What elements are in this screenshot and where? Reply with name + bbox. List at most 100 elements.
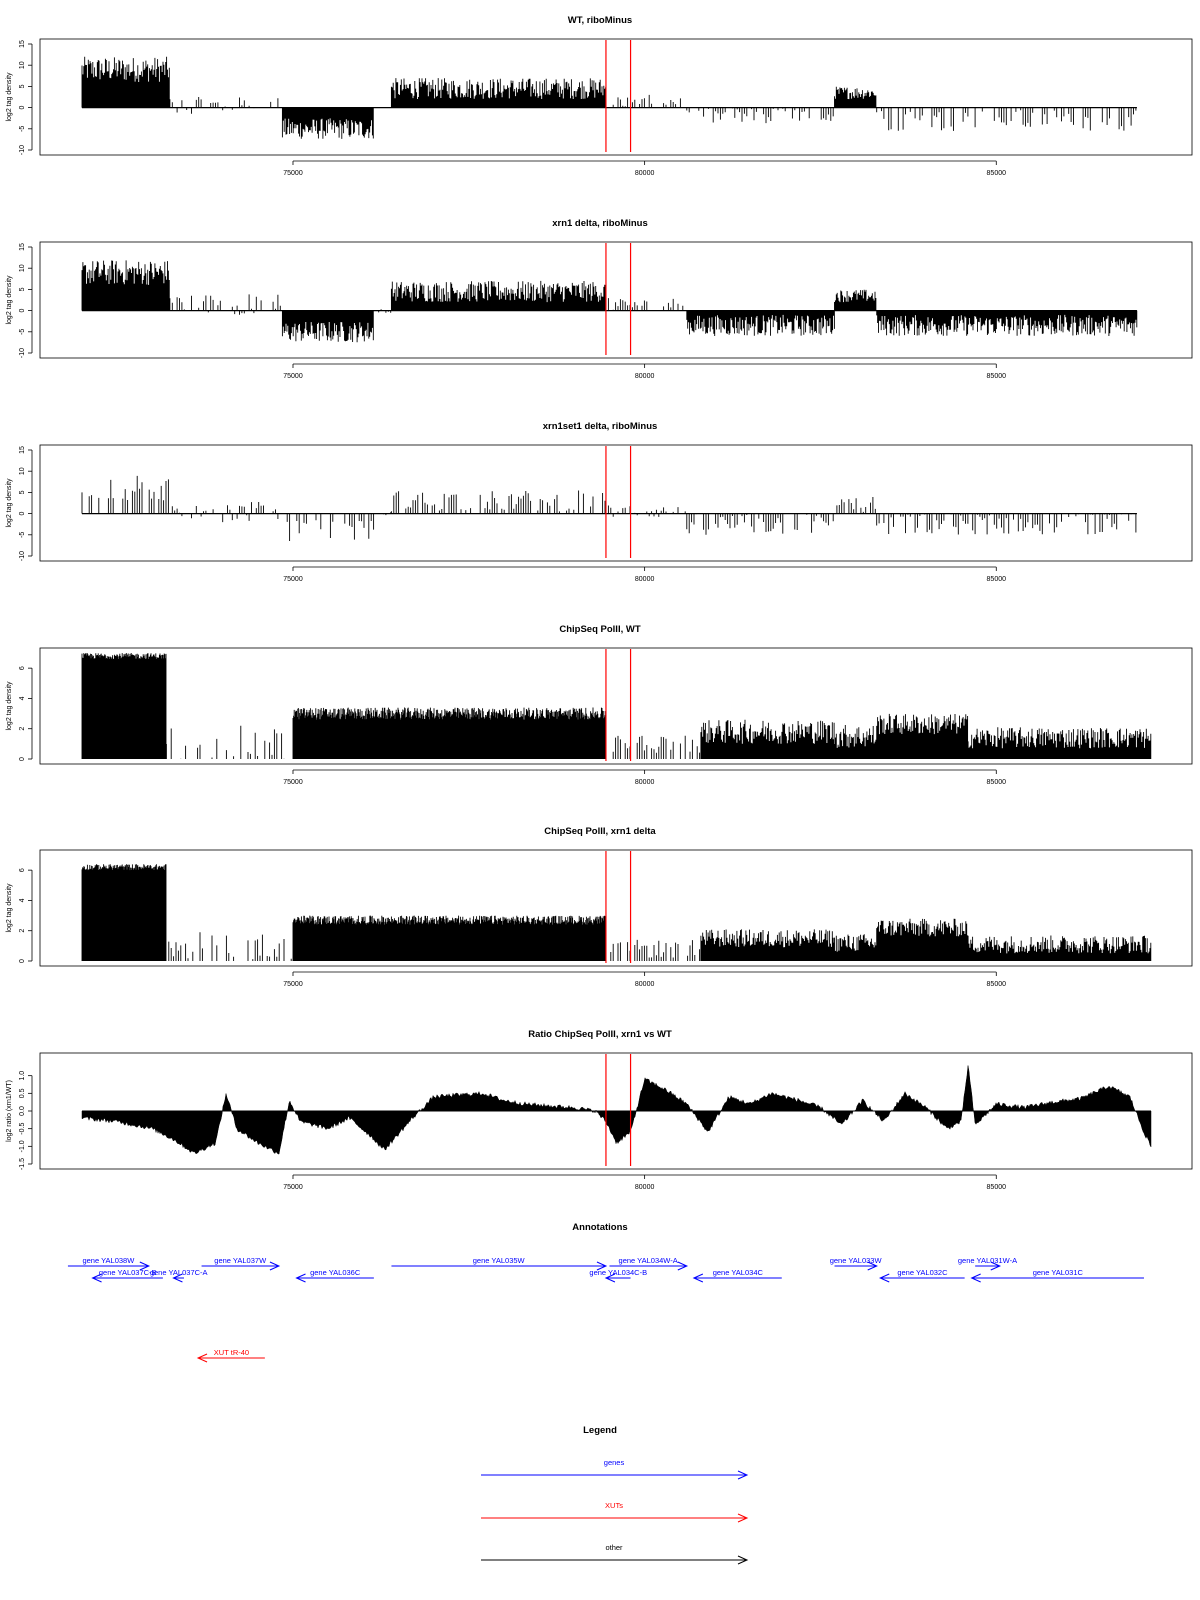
legend-label: XUTs [605,1501,623,1510]
arrowhead-icon [692,1273,704,1283]
x-tick-label: 80000 [635,779,655,786]
feature-gene-yal033w: gene YAL033W [830,1256,883,1271]
arrowhead-icon [269,1261,281,1271]
feature-gene-yal037c-a: gene YAL037C-A [150,1268,208,1283]
signal-track [81,1065,1152,1155]
feature-label: gene YAL034W-A [619,1256,678,1265]
feature-gene-yal034w-a: gene YAL034W-A [609,1256,689,1271]
y-tick-label: 4 [19,898,26,902]
y-tick-label: 0 [19,309,26,313]
x-tick-label: 85000 [987,779,1007,786]
feature-label: gene YAL031W-A [958,1256,1017,1265]
arrowhead-icon [295,1273,306,1283]
y-tick-label: 0 [19,959,26,963]
x-tick-label: 80000 [635,1184,655,1191]
x-tick-label: 75000 [283,1184,303,1191]
arrowhead-icon [677,1261,689,1271]
arrowhead-icon [970,1273,981,1283]
feature-xut-tr-40: XUT tR-40 [196,1348,265,1363]
x-tick-label: 85000 [987,1184,1007,1191]
y-tick-label: 6 [19,868,26,872]
arrowhead-icon [196,1353,208,1363]
x-tick-label: 85000 [987,170,1007,177]
arrowhead-icon [867,1261,878,1271]
x-tick-label: 80000 [635,981,655,988]
plot-frame [39,38,1193,156]
panel-title: ChipSeq PolII, xrn1 delta [544,826,656,837]
y-axis-label: log2 tag density [6,72,13,122]
feature-gene-yal034c: gene YAL034C [692,1268,782,1283]
feature-label: gene YAL037W [214,1256,267,1265]
y-tick-label: 15 [19,446,26,454]
signal-bars [81,653,1152,759]
feature-gene-yal036c: gene YAL036C [295,1268,374,1283]
panel-title: xrn1set1 delta, riboMinus [543,421,658,432]
plot-frame [39,647,1193,765]
x-tick-label: 80000 [635,170,655,177]
x-tick-label: 85000 [987,576,1007,583]
x-tick-label: 85000 [987,981,1007,988]
panel-title: Ratio ChipSeq PolII, xrn1 vs WT [528,1029,672,1040]
signal-track [81,864,1152,961]
x-tick-label: 75000 [283,373,303,380]
y-tick-label: -5 [19,532,26,538]
legend-item-other: other [481,1543,749,1565]
feature-label: gene YAL033W [830,1256,883,1265]
plot-frame [39,241,1193,359]
feature-gene-yal032c: gene YAL032C [879,1268,965,1283]
panel-1: WT, riboMinus -10 -5 0 5 10 15 log2 tag density… [6,15,1193,177]
y-tick-label: 0 [19,106,26,110]
y-tick-label: 2 [19,727,26,731]
y-tick-label: -5 [19,126,26,132]
y-tick-label: -1.5 [19,1158,26,1170]
feature-gene-yal031w-a: gene YAL031W-A [958,1256,1017,1271]
x-tick-label: 85000 [987,373,1007,380]
panel-title: WT, riboMinus [568,15,632,26]
legend-item-gene: genes [481,1458,749,1480]
signal-bars [81,475,1137,541]
y-tick-label: 15 [19,243,26,251]
y-tick-label: 2 [19,929,26,933]
y-tick-label: 10 [19,264,26,272]
feature-gene-yal037c-b: gene YAL037C-B [91,1268,163,1283]
signal-bars [81,56,1137,139]
signal-bars [81,260,1138,343]
panel-4: ChipSeq PolII, WT 0 2 4 6 log2 tag density 750… [6,624,1193,786]
feature-label: gene YAL038W [82,1256,135,1265]
feature-gene-yal034c-b: gene YAL034C-B [589,1268,647,1283]
y-tick-label: -1.0 [19,1140,26,1152]
feature-label: gene YAL037C-B [99,1268,157,1277]
plot-frame [39,849,1193,967]
y-tick-label: -0.5 [19,1123,26,1135]
feature-gene-yal037w: gene YAL037W [201,1256,281,1271]
arrowhead-icon [879,1273,890,1283]
feature-gene-yal038w: gene YAL038W [67,1256,151,1271]
feature-label: gene YAL035W [473,1256,526,1265]
feature-label: gene YAL032C [897,1268,948,1277]
y-tick-label: 10 [19,467,26,475]
y-axis-label: log2 tag density [6,478,13,528]
legend-panel: Legend genes XUTs other [481,1425,749,1565]
arrowhead-icon [737,1513,749,1523]
feature-label: gene YAL036C [310,1268,361,1277]
feature-label: gene YAL037C-A [150,1268,208,1277]
y-tick-label: 6 [19,666,26,670]
x-tick-label: 80000 [635,576,655,583]
panel-3: xrn1set1 delta, riboMinus -10 -5 0 5 10 15 log2… [6,421,1193,583]
y-axis-label: log2 ratio (xrn1/WT) [6,1080,13,1142]
annotations-title: Annotations [572,1222,627,1233]
legend-item-xut: XUTs [481,1501,749,1523]
signal-bars [81,864,1152,961]
y-tick-label: 0 [19,512,26,516]
panel-title: ChipSeq PolII, WT [559,624,640,635]
y-tick-label: 15 [19,40,26,48]
panel-6: Ratio ChipSeq PolII, xrn1 vs WT -1.5 -1.0 -… [6,1029,1193,1191]
legend-label: genes [604,1458,625,1467]
x-tick-label: 75000 [283,981,303,988]
signal-track [81,653,1152,759]
y-tick-label: 5 [19,84,26,88]
y-tick-label: -10 [19,348,26,358]
y-axis-label: log2 tag density [6,275,13,325]
y-tick-label: 0.0 [19,1106,26,1116]
